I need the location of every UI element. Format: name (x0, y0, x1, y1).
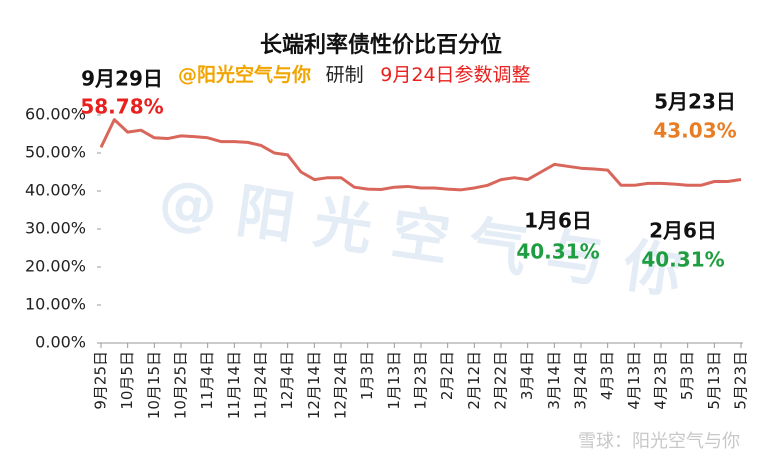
x-tick-label: 1月3日 (358, 351, 376, 400)
x-tick-label: 10月5日 (118, 351, 136, 410)
x-tick-label: 11月14日 (225, 351, 243, 419)
x-tick-label: 12月4日 (278, 351, 296, 410)
x-tick-label: 5月13日 (705, 351, 723, 410)
annotation-date: 1月6日 (524, 209, 592, 233)
x-tick-label: 12月14日 (305, 351, 323, 419)
annotation-value: 40.31% (641, 248, 724, 272)
x-tick-label: 5月3日 (678, 351, 696, 400)
x-tick-label: 3月4日 (518, 351, 536, 400)
x-tick-label: 9月25日 (92, 351, 110, 410)
subtitle-author: @阳光空气与你 (178, 63, 311, 86)
source: 雪球：阳光空气与你 (578, 431, 740, 452)
x-tick-label: 11月4日 (198, 351, 216, 410)
x-tick-label: 11月24日 (252, 351, 270, 419)
x-tick-label: 10月15日 (145, 351, 163, 419)
annotation-value: 43.03% (653, 119, 736, 143)
y-tick-label: 10.00% (25, 295, 86, 314)
x-tick-label: 4月23日 (652, 351, 670, 410)
x-tick-label: 2月22日 (492, 351, 510, 410)
x-tick-label: 2月2日 (438, 351, 456, 400)
annotation-value: 40.31% (516, 240, 599, 264)
x-tick-label: 12月24日 (332, 351, 350, 419)
x-tick-label: 3月14日 (545, 351, 563, 410)
annotation-date: 2月6日 (649, 219, 717, 243)
subtitle-made: 研制 (326, 64, 364, 86)
y-tick-label: 60.00% (25, 105, 86, 124)
y-tick-label: 40.00% (25, 181, 86, 200)
x-tick-label: 4月13日 (625, 351, 643, 410)
chart-title: 长端利率债性价比百分位 (260, 32, 502, 58)
line-series (99, 118, 742, 192)
y-tick-label: 20.00% (25, 257, 86, 276)
x-tick-label: 4月3日 (598, 351, 616, 400)
x-tick-label: 3月24日 (572, 351, 590, 410)
y-tick-label: 0.00% (35, 333, 86, 352)
annotation-date: 5月23日 (654, 90, 736, 114)
x-tick-label: 5月23日 (732, 351, 750, 410)
x-tick-label: 1月13日 (385, 351, 403, 410)
y-tick-label: 50.00% (25, 143, 86, 162)
subtitle-note: 9月24日参数调整 (380, 64, 530, 86)
x-tick-label: 10月25日 (172, 351, 190, 419)
x-tick-label: 2月12日 (465, 351, 483, 410)
chart-subtitle: @阳光空气与你 研制 9月24日参数调整 (178, 63, 531, 86)
x-tick-label: 1月23日 (412, 351, 430, 410)
annotation-date: 9月29日 (81, 67, 163, 91)
y-tick-label: 30.00% (25, 219, 86, 238)
annotation-value: 58.78% (80, 95, 163, 119)
